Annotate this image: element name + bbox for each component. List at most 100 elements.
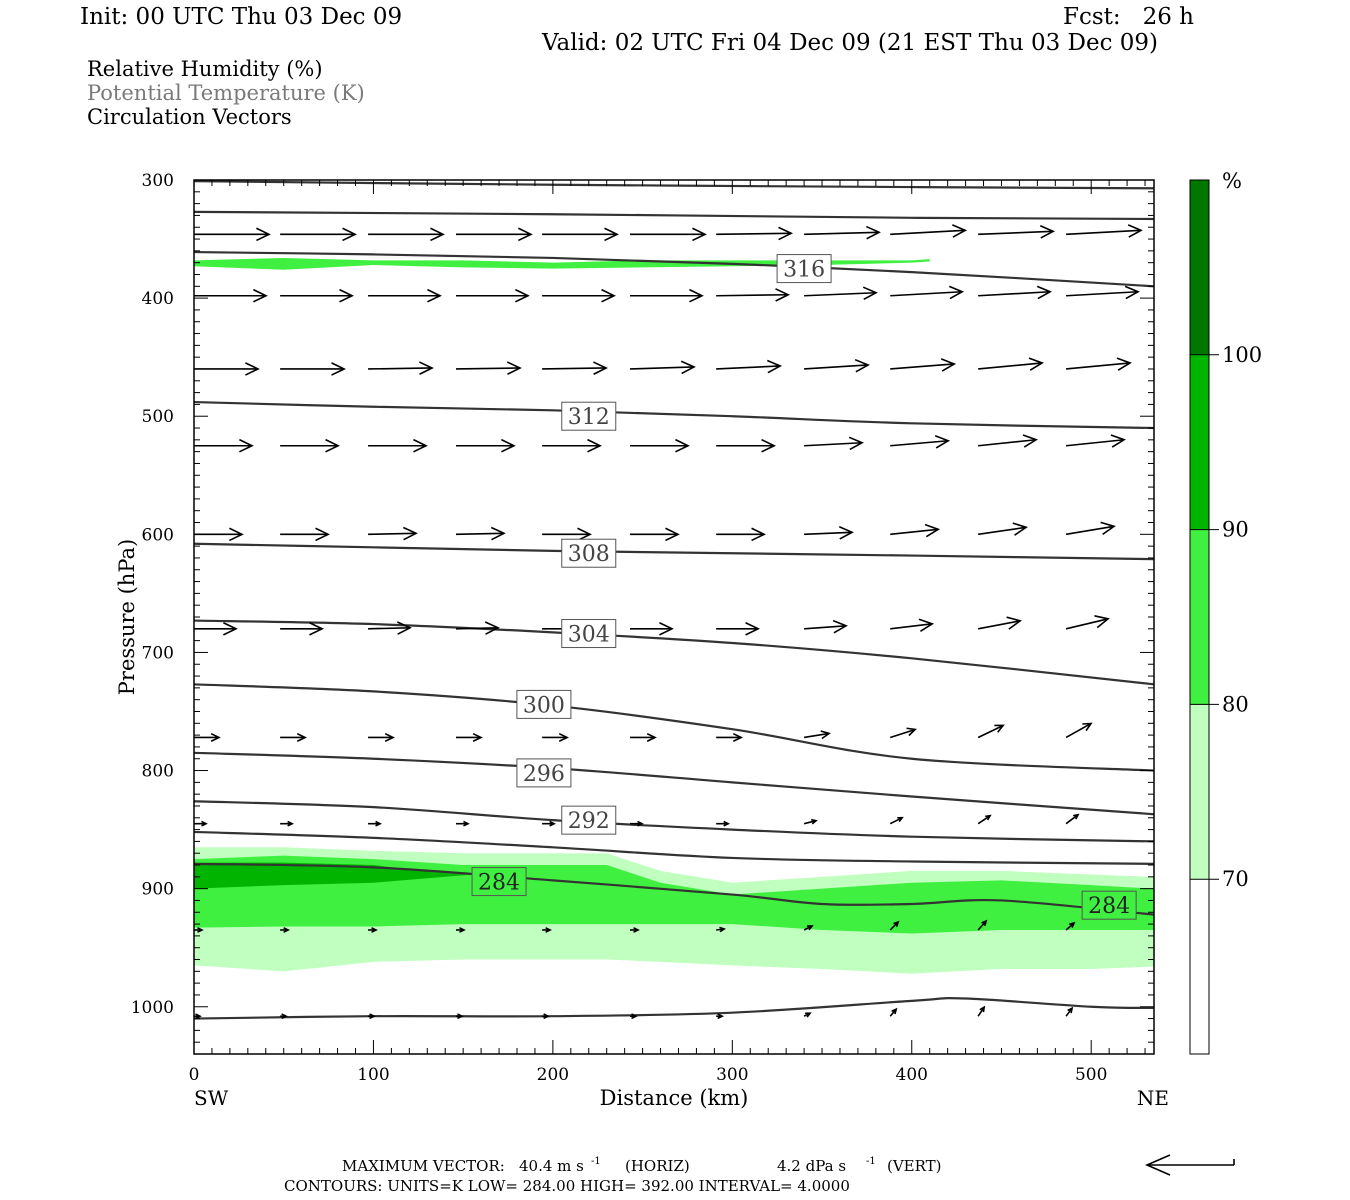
endpoint-label-sw: SW [194,1086,229,1110]
wind-vector [977,815,991,825]
y-tick-label: 300 [142,171,174,191]
wind-vector-head [296,732,307,742]
contour-label-box [776,254,832,284]
x-tick-label: 0 [189,1065,200,1085]
wind-vector [804,531,853,536]
contour-label-box [561,401,617,431]
wind-vector-head [1006,616,1022,630]
wind-vector [803,819,817,825]
wind-vector-head [924,523,941,538]
wind-vector [1065,722,1092,739]
valid-time: Valid: 02 UTC Fri 04 Dec 09 (21 EST Thu … [542,30,1159,56]
wind-vector [890,290,963,297]
wind-vector-head [665,527,680,542]
contour-label-box [561,805,617,835]
wind-vector-head [862,286,878,301]
wind-vector-head [838,526,854,540]
contour-label-304: 304 [568,623,610,648]
wind-vector-head [751,527,767,542]
wind-vector-head [239,438,254,453]
wind-vector [890,528,939,536]
wind-vector-head [506,361,522,375]
endpoint-label-ne: NE [1137,1086,1169,1110]
footer: MAXIMUM VECTOR: 40.4 m s -1 (HORIZ) 4.2 … [284,1154,1235,1195]
colorbar-swatch [1190,879,1209,1054]
y-tick-label: 500 [142,407,174,427]
contour-info: CONTOURS: UNITS=K LOW= 284.00 HIGH= 392.… [284,1177,850,1195]
wind-vector-head [1116,357,1132,371]
wind-vector [630,366,695,370]
wind-vector [978,526,1027,536]
wind-vector-head [501,438,516,453]
wind-vector-head [811,818,818,825]
contour-label-box [1081,890,1137,920]
y-tick-label: 700 [142,643,174,663]
legend-circulation-vectors: Circulation Vectors [87,105,292,129]
wind-vector-head [1094,615,1110,629]
wind-vector-head [1157,922,1162,927]
wind-vector-head [940,358,957,372]
wind-vector-head [906,727,917,737]
rh-band-80-90 [194,257,930,270]
wind-vector-head [985,814,992,821]
wind-vector-head [1161,815,1166,819]
wind-vector [804,625,847,630]
wind-vector-head [253,288,268,303]
wind-vector-head [1069,921,1076,928]
wind-vector [368,627,411,630]
colorbar-label: 100 [1222,343,1262,367]
wind-vector [1065,618,1109,630]
vert-tag: (VERT) [887,1157,942,1175]
wind-vector-head [229,527,244,542]
axes-layer: 300 400 500 600 700 800 900 1000 0 100 200 300 400 50… [115,171,1169,1110]
wind-vector-head [601,288,616,303]
wind-vector-head [457,1013,464,1020]
wind-vector-head [384,732,395,742]
wind-vector-head [689,288,704,303]
y-tick-label: 800 [142,762,174,782]
wind-vector [1153,928,1154,930]
wind-vector-head [369,1013,376,1020]
wind-vector-head [430,227,445,242]
wind-vector-head [761,438,777,453]
wind-vector [542,367,607,370]
x-tick-label: 300 [716,1065,748,1085]
colorbar-swatch [1190,180,1209,355]
wind-vector-head [1170,723,1179,730]
horiz-tag: (HORIZ) [625,1157,690,1175]
wind-vector-head [427,288,442,303]
wind-vector-head [637,820,644,827]
wind-vector-head [484,621,500,635]
wind-vector-head [866,225,881,240]
max-vector-label: MAXIMUM VECTOR: [342,1157,505,1175]
wind-vector [455,367,520,370]
wind-vector-head [197,927,204,933]
theta-contour-308 [194,542,1154,561]
theta-contour-304 [194,619,1154,686]
vector-layer [194,224,1226,1020]
wind-vector-head [732,732,744,742]
colorbar-swatch [1190,704,1209,880]
wind-vector-head [549,820,556,827]
wind-vector [890,623,933,630]
wind-vector [1066,229,1142,236]
wind-vector [977,620,1021,630]
wind-vector-head [745,622,761,636]
wind-vector [890,229,966,236]
wind-vector [716,365,781,370]
contour-label-box [561,538,617,568]
wind-vector [1066,362,1131,370]
wind-vector-head [1082,722,1093,732]
colorbar: 70 80 90 100% [1189,169,1262,1055]
wind-vector [978,362,1043,370]
wind-vector [889,728,916,739]
wind-vector-head [315,527,330,542]
theta-contour-unlabeled-9 [194,997,1154,1020]
wind-vector-head [1213,287,1226,299]
wind-vector-head [210,732,221,742]
wind-vector [804,441,863,447]
max-vector-vert: 4.2 dPa s [777,1157,846,1175]
wind-vector [890,439,949,447]
wind-vector-head [593,361,608,375]
